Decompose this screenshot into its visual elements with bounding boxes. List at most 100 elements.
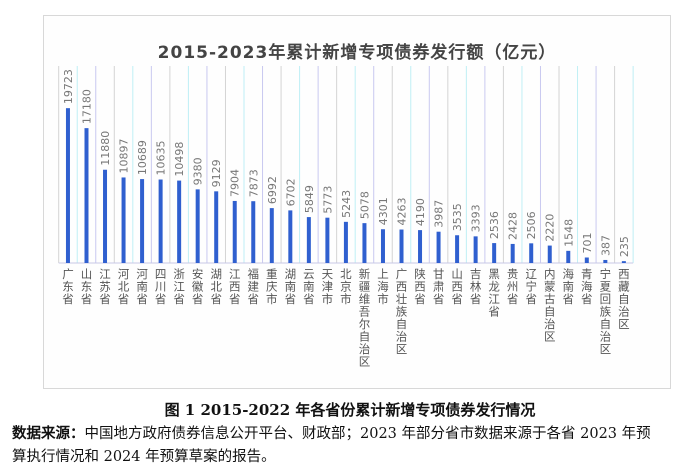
bar — [547, 245, 552, 263]
category-label: 海南省 — [561, 267, 575, 305]
data-label: 9129 — [210, 159, 223, 187]
bar — [399, 229, 404, 263]
category-label: 贵州省 — [506, 268, 520, 306]
bar — [103, 169, 108, 263]
data-label: 6992 — [266, 176, 279, 204]
figure-caption: 图 1 2015-2022 年各省份累计新增专项债券发行情况 — [164, 401, 536, 419]
data-label: 10897 — [118, 138, 131, 173]
bar — [65, 108, 70, 263]
data-label: 7873 — [247, 169, 260, 197]
data-label: 2536 — [488, 211, 501, 239]
category-label: 云南省 — [302, 268, 316, 306]
bar — [214, 191, 219, 263]
bar — [269, 208, 274, 263]
source-label: 数据来源： — [12, 425, 85, 442]
data-label: 9380 — [192, 157, 205, 185]
data-label: 2428 — [507, 212, 520, 240]
bar — [177, 180, 182, 263]
category-label: 重庆市 — [265, 267, 279, 305]
category-label: 四川省 — [154, 268, 168, 306]
category-label: 广东省 — [61, 268, 75, 306]
category-label: 上海市 — [376, 268, 390, 306]
category-label: 安徽省 — [191, 267, 205, 305]
category-label: 北京市 — [339, 268, 353, 306]
category-label: 广西壮族自治区 — [395, 268, 409, 356]
data-label: 5849 — [303, 185, 316, 213]
bar — [603, 259, 608, 263]
category-label: 辽宁省 — [524, 268, 538, 306]
bar — [380, 229, 385, 263]
category-label: 内蒙古自治区 — [543, 267, 557, 343]
category-label: 宁夏回族自治区 — [598, 267, 612, 355]
data-label: 4263 — [396, 198, 409, 226]
bar — [140, 179, 145, 263]
bar — [584, 257, 589, 263]
bar — [362, 223, 367, 263]
category-label: 山东省 — [79, 268, 93, 306]
category-label: 新疆维吾尔自治区 — [357, 267, 371, 368]
category-label: 青海省 — [580, 268, 594, 306]
data-label: 10689 — [136, 140, 149, 175]
bar — [566, 250, 571, 263]
data-label: 3393 — [470, 204, 483, 232]
bar — [288, 210, 293, 263]
bar — [343, 221, 348, 263]
category-label: 福建省 — [246, 267, 260, 305]
data-label: 19723 — [62, 69, 75, 104]
bar — [306, 217, 311, 263]
bar — [195, 189, 200, 263]
category-label: 吉林省 — [469, 268, 483, 306]
bar — [492, 243, 497, 263]
category-label: 湖南省 — [283, 267, 297, 305]
data-label: 6702 — [284, 178, 297, 206]
bar — [232, 200, 237, 263]
source-text: 中国地方政府债券信息公开平台、财政部；2023 年部分省市数据来源于各省 202… — [12, 426, 651, 465]
data-label: 2220 — [544, 214, 557, 242]
bar — [121, 177, 126, 263]
bar — [455, 235, 460, 263]
bar — [510, 243, 515, 263]
category-label: 甘肃省 — [432, 268, 446, 306]
data-label: 11880 — [99, 131, 112, 166]
category-label: 江苏省 — [98, 268, 112, 306]
data-source-note: 数据来源：中国地方政府债券信息公开平台、财政部；2023 年部分省市数据来源于各… — [12, 422, 652, 469]
bar — [84, 128, 89, 263]
data-label: 3987 — [433, 200, 446, 228]
category-label: 河南省 — [135, 268, 149, 306]
category-label: 江西省 — [228, 268, 242, 306]
chart-panel: 2015-2023年累计新增专项债券发行额（亿元） — [43, 15, 671, 389]
bar — [251, 201, 256, 263]
data-label: 7904 — [229, 169, 242, 197]
data-label: 387 — [599, 235, 612, 256]
bar — [325, 217, 330, 263]
category-label: 河北省 — [117, 268, 131, 306]
bar — [621, 261, 626, 263]
data-label: 2506 — [525, 211, 538, 239]
data-label: 17180 — [80, 89, 93, 124]
data-label: 4301 — [377, 197, 390, 225]
data-label: 5243 — [340, 190, 353, 218]
data-label: 5078 — [358, 191, 371, 219]
data-label: 235 — [618, 236, 631, 257]
chart-title: 2015-2023年累计新增专项债券发行额（亿元） — [157, 43, 557, 63]
category-label: 湖北省 — [209, 267, 223, 305]
data-label: 701 — [581, 232, 594, 253]
bar — [529, 243, 534, 263]
bar — [473, 236, 478, 263]
category-label: 黑龙江省 — [487, 268, 501, 318]
category-label: 陕西省 — [413, 267, 427, 305]
data-label: 10635 — [155, 141, 168, 176]
bar — [436, 231, 441, 263]
bar-chart: 19723 广东省 17180 山东省 11880 江苏省 10897 河北省 10689 河南省… — [58, 66, 634, 368]
category-label: 浙江省 — [172, 268, 186, 306]
bar — [418, 230, 423, 263]
data-label: 10498 — [173, 142, 186, 177]
data-label: 1548 — [562, 219, 575, 247]
data-label: 3535 — [451, 203, 464, 231]
category-label: 山西省 — [450, 268, 464, 306]
data-label: 4190 — [414, 198, 427, 226]
data-label: 5773 — [321, 186, 334, 214]
category-label: 西藏自治区 — [617, 268, 631, 331]
category-label: 天津市 — [320, 268, 334, 306]
bar — [158, 179, 163, 263]
